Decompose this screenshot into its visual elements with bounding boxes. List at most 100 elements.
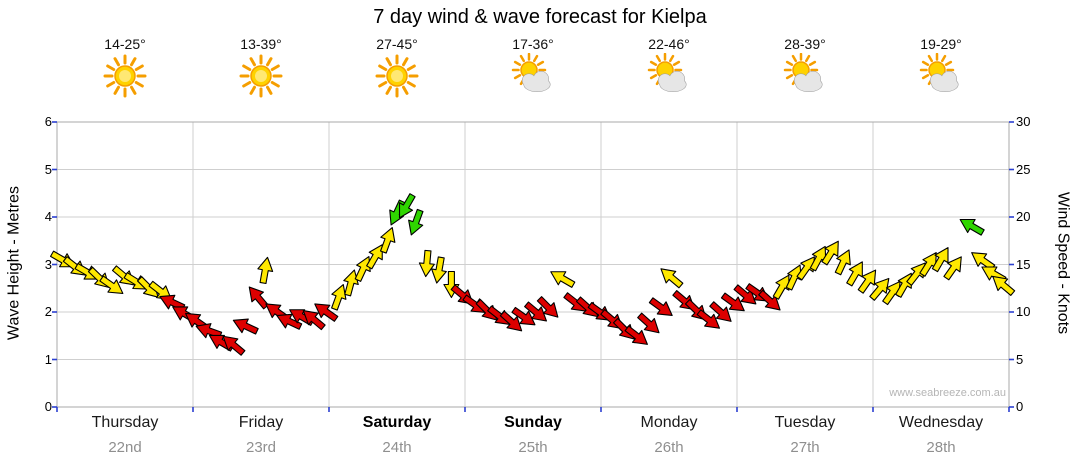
temp-range: 19-29° [920,36,962,52]
wave-height-tick-label: 5 [44,161,52,177]
wind-speed-tick-label: 5 [1016,351,1024,367]
wind-arrow [418,249,435,278]
sun-ray [669,54,675,63]
wind-arrow [524,301,547,322]
cloud-fill [658,71,686,92]
wind-speed-tick-label: 20 [1016,209,1031,224]
sun-ray [513,60,522,66]
day-name-label: Monday [640,414,698,431]
wind-arrow [99,275,124,294]
sun-ray [266,85,273,95]
wind-arrow [821,240,839,266]
day-date-label: 26th [654,439,684,456]
sun-ray [385,85,392,95]
sun-ray [378,81,388,88]
day-header: 27-45° [342,36,452,104]
day-date-label: 23rd [245,439,277,456]
sun-ray [270,64,280,71]
sun-ray [113,85,120,95]
sun-ray [785,74,794,80]
day-date-label: 28th [926,439,956,456]
sun-ray [921,60,930,66]
sun-ray [270,81,280,88]
sun-ray [113,57,120,67]
wind-arrow [276,313,303,330]
wind-arrow [709,301,732,322]
wind-arrow [431,256,447,284]
wind-speed-tick-label: 15 [1016,256,1031,272]
wind-arrow [648,297,673,317]
wind-arrow [314,303,339,322]
sun-ray [106,64,116,71]
wind-arrow [195,323,223,339]
wind-arrow [959,218,985,236]
weather-icon-sunny [103,54,147,98]
watermark: www.seabreeze.com.au [889,387,1006,399]
wind-arrow [733,284,757,305]
sun-ray [242,81,252,88]
sun-ray [134,81,144,88]
wind-arrow [857,269,877,294]
temp-range: 28-39° [784,36,826,52]
sun-ray [536,60,545,66]
sun-ray [402,57,409,67]
wave-height-tick-label: 0 [44,399,52,414]
wind-arrow [408,208,424,236]
wind-arrow [919,252,937,277]
sun-highlight [391,70,403,82]
wind-arrow [536,296,559,318]
day-header: 17-36° [478,36,588,104]
wind-arrow [366,244,383,270]
sun-ray [378,64,388,71]
day-name-label: Thursday [91,414,159,431]
wind-arrow [232,318,259,335]
wind-arrow [931,247,949,273]
sun-ray [649,60,658,66]
temp-range: 27-45° [376,36,418,52]
cloud-fill [930,71,958,92]
wind-arrow [398,193,416,219]
wind-arrow [943,256,962,281]
day-name-label: Saturday [362,414,432,431]
sun-ray [242,64,252,71]
wind-arrow [248,286,269,310]
sun-ray [106,81,116,88]
wind-arrow [511,306,536,326]
sun-ray [655,54,661,63]
wind-arrow [660,268,684,289]
wind-arrow [758,289,781,311]
wave-height-tick-label: 4 [44,209,52,224]
sun-ray [785,60,794,66]
wave-height-tick-label: 1 [44,351,52,367]
wave-height-tick-label: 2 [44,304,52,319]
temp-range: 22-46° [648,36,690,52]
sun-ray [649,74,658,80]
wind-arrow [846,261,863,287]
day-name-label: Friday [238,414,284,431]
day-date-label: 22nd [108,439,142,456]
wind-arrow [257,256,274,285]
wind-arrow [992,275,1016,296]
weather-icon-sun-cloud [783,52,823,92]
sun-ray [249,57,256,67]
sun-ray [406,81,416,88]
wave-height-tick-label: 6 [44,114,52,129]
wind-arrow [380,227,396,254]
cloud-fill [522,71,550,92]
chart-title: 7 day wind & wave forecast for Kielpa [373,6,707,28]
sun-ray [808,60,817,66]
temp-range: 14-25° [104,36,146,52]
wave-height-tick-label: 3 [44,256,52,272]
wind-arrow [499,310,523,332]
sun-ray [406,64,416,71]
sun-ray [533,54,539,63]
wind-arrow [834,249,851,276]
wind-speed-tick-label: 10 [1016,304,1031,319]
day-date-label: 24th [382,439,412,456]
temp-range: 13-39° [240,36,282,52]
left-axis-label: Wave Height - Metres [5,185,23,341]
day-date-label: 25th [518,439,548,456]
wind-arrow [550,271,576,288]
day-header: 19-29° [886,36,996,104]
sun-ray [941,54,947,63]
